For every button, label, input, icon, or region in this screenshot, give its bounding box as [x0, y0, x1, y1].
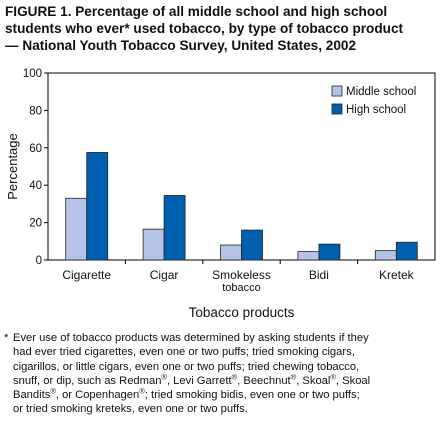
footnote-text: , Levi Garrett [166, 374, 232, 387]
footnote-line: had ever tried cigarettes, even one or t… [4, 345, 440, 359]
footnote-text: , Skoal [335, 374, 371, 387]
footnote-text: had ever tried cigarettes, even one or t… [13, 346, 355, 359]
x-category-label: Cigar [150, 268, 179, 282]
bar-high-school-2 [163, 195, 186, 261]
bar-middle-school-3 [220, 244, 242, 261]
bar-high-school-3 [241, 229, 263, 261]
y-tick-label: 20 [29, 218, 42, 230]
footnote-line: or tried smoking kreteks, even one or tw… [4, 402, 440, 416]
y-tick-label: 80 [29, 105, 42, 117]
figure-title-line-2: students who ever* used tobacco, by type… [5, 21, 404, 36]
bar-middle-school-1 [65, 197, 88, 261]
footnote-marker: * [4, 332, 9, 344]
registered-mark: ® [139, 386, 145, 396]
footnote-text: snuff, or dip, such as Redman [13, 374, 162, 387]
footnote-line: * Ever use of tobacco products was determ… [4, 331, 440, 345]
legend-label: High school [346, 104, 406, 116]
bar-middle-school-4 [297, 251, 320, 261]
x-category-label: Bidi [309, 268, 329, 282]
x-category-label: Smokeless [212, 268, 271, 282]
registered-mark: ® [290, 372, 297, 382]
footnote-line: snuff, or dip, such as Redman®, Levi Gar… [4, 372, 440, 388]
bar-high-school-4 [318, 243, 341, 261]
footnote-text: , Skoal [296, 374, 331, 387]
x-category-label: Cigarette [62, 268, 111, 282]
x-category-label: tobacco [222, 282, 261, 294]
x-category-label: Kretek [379, 268, 415, 282]
y-axis-label: Percentage [5, 133, 20, 200]
figure-title-line-3: — National Youth Tobacco Survey, United … [5, 38, 357, 53]
registered-mark: ® [330, 372, 336, 382]
legend-swatch [331, 103, 343, 115]
figure-title-line-1: FIGURE 1. Percentage of all middle schoo… [5, 4, 388, 19]
footnote-line: cigarillos, or little cigars, even one o… [4, 360, 440, 374]
footnote-text: ; tried smoking bidis, even one or two p… [144, 389, 360, 402]
footnote-text: , or Copenhagen [55, 389, 140, 402]
registered-mark: ® [50, 386, 56, 396]
bar-middle-school-5 [374, 250, 397, 261]
footnote-line: Bandits®, or Copenhagen®; tried smoking … [4, 386, 440, 402]
footnote-text: , Beechnut [237, 374, 291, 387]
legend-label: Middle school [346, 86, 416, 98]
y-tick-label: 60 [29, 143, 42, 155]
footnote-text: Ever use of tobacco products was determi… [13, 332, 369, 344]
bar-middle-school-2 [142, 228, 165, 261]
y-tick-label: 40 [29, 180, 42, 192]
legend-swatch [331, 85, 343, 97]
footnote-text: cigarillos, or little cigars, even one o… [13, 360, 360, 373]
registered-mark: ® [231, 372, 238, 382]
figure-title: FIGURE 1. Percentage of all middle schoo… [5, 3, 439, 54]
registered-mark: ® [161, 372, 167, 382]
y-tick-label: 100 [23, 68, 42, 80]
footnote-text: or tried smoking kreteks, even one or tw… [13, 403, 248, 416]
footnote-text: Bandits [13, 389, 51, 402]
bar-high-school-5 [395, 241, 418, 261]
footnote: * Ever use of tobacco products was determ… [4, 331, 440, 417]
x-axis-label: Tobacco products [189, 305, 295, 320]
bar-high-school-1 [86, 152, 109, 261]
bar-chart: 0 20 40 60 80 100 Percentage Cigarette Cigar Smok… [5, 68, 436, 320]
y-tick-label: 0 [36, 255, 42, 267]
